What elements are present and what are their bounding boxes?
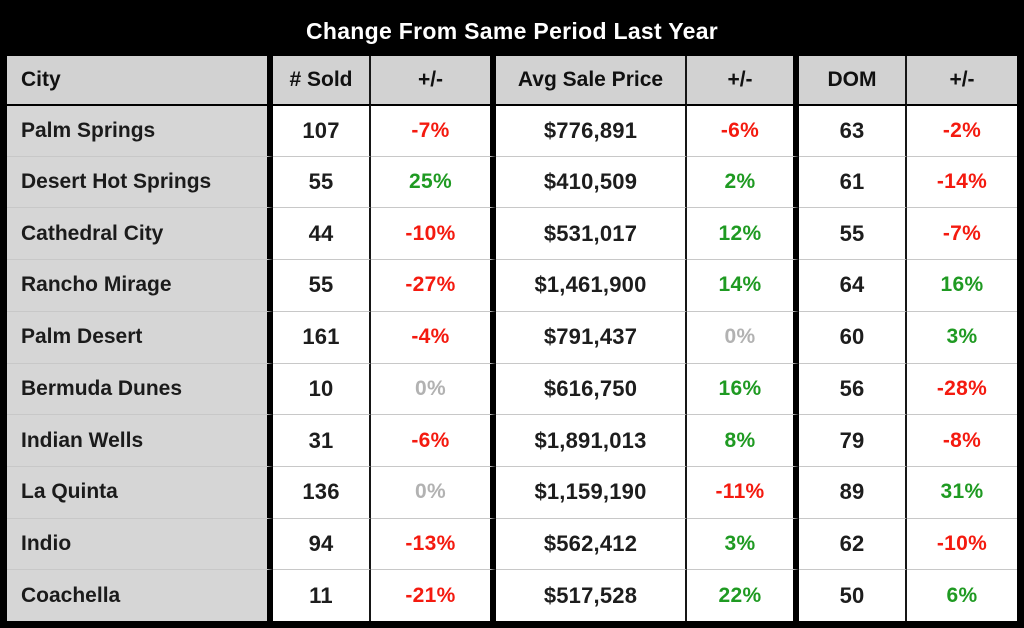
- header-dom-change: +/-: [907, 56, 1017, 104]
- sold-change-cell: 0%: [371, 465, 496, 518]
- price-cell: $1,461,900: [496, 259, 687, 311]
- dom-cell: 64: [799, 259, 907, 311]
- sold-change-cell: -4%: [371, 310, 496, 363]
- city-cell: Indian Wells: [7, 414, 273, 466]
- dom-cell: 63: [799, 104, 907, 156]
- dom-change-cell: 31%: [907, 465, 1017, 518]
- stats-table: City # Sold +/- Avg Sale Price +/- DOM +…: [7, 56, 1017, 622]
- city-cell: Bermuda Dunes: [7, 362, 273, 415]
- price-cell: $531,017: [496, 207, 687, 260]
- sold-cell: 94: [273, 517, 371, 570]
- dom-cell: 89: [799, 465, 907, 518]
- sold-change-cell: -13%: [371, 517, 496, 570]
- dom-cell: 61: [799, 155, 907, 208]
- sold-change-cell: 25%: [371, 155, 496, 208]
- table-row: Palm Springs 107 -7% $776,891 -6% 63 -2%: [7, 104, 1017, 156]
- city-cell: Indio: [7, 517, 273, 570]
- price-cell: $791,437: [496, 310, 687, 363]
- table-row: Bermuda Dunes 10 0% $616,750 16% 56 -28%: [7, 362, 1017, 415]
- sold-cell: 107: [273, 104, 371, 156]
- sold-cell: 55: [273, 259, 371, 311]
- price-change-cell: 16%: [687, 362, 799, 415]
- city-cell: Coachella: [7, 569, 273, 622]
- table-row: Desert Hot Springs 55 25% $410,509 2% 61…: [7, 155, 1017, 208]
- city-cell: La Quinta: [7, 465, 273, 518]
- price-cell: $562,412: [496, 517, 687, 570]
- sold-cell: 55: [273, 155, 371, 208]
- price-change-cell: 14%: [687, 259, 799, 311]
- sold-cell: 161: [273, 310, 371, 363]
- dom-change-cell: 16%: [907, 259, 1017, 311]
- price-cell: $1,159,190: [496, 465, 687, 518]
- city-cell: Rancho Mirage: [7, 259, 273, 311]
- price-change-cell: -11%: [687, 465, 799, 518]
- table-row: Indian Wells 31 -6% $1,891,013 8% 79 -8%: [7, 414, 1017, 466]
- table-row: Coachella 11 -21% $517,528 22% 50 6%: [7, 569, 1017, 622]
- price-change-cell: 0%: [687, 310, 799, 363]
- price-cell: $776,891: [496, 104, 687, 156]
- dom-cell: 55: [799, 207, 907, 260]
- dom-change-cell: -28%: [907, 362, 1017, 415]
- dom-change-cell: -7%: [907, 207, 1017, 260]
- price-cell: $616,750: [496, 362, 687, 415]
- sold-change-cell: -27%: [371, 259, 496, 311]
- sold-change-cell: 0%: [371, 362, 496, 415]
- city-cell: Palm Springs: [7, 104, 273, 156]
- sold-change-cell: -10%: [371, 207, 496, 260]
- table-row: Indio 94 -13% $562,412 3% 62 -10%: [7, 517, 1017, 570]
- price-change-cell: 8%: [687, 414, 799, 466]
- sold-cell: 44: [273, 207, 371, 260]
- table-row: Cathedral City 44 -10% $531,017 12% 55 -…: [7, 207, 1017, 260]
- city-cell: Cathedral City: [7, 207, 273, 260]
- header-sold-change: +/-: [371, 56, 496, 104]
- dom-cell: 56: [799, 362, 907, 415]
- header-price: Avg Sale Price: [496, 56, 687, 104]
- price-cell: $1,891,013: [496, 414, 687, 466]
- sold-change-cell: -6%: [371, 414, 496, 466]
- price-cell: $517,528: [496, 569, 687, 622]
- table-row: La Quinta 136 0% $1,159,190 -11% 89 31%: [7, 465, 1017, 518]
- sold-cell: 31: [273, 414, 371, 466]
- city-cell: Desert Hot Springs: [7, 155, 273, 208]
- price-change-cell: 3%: [687, 517, 799, 570]
- dom-change-cell: 6%: [907, 569, 1017, 622]
- dom-cell: 62: [799, 517, 907, 570]
- header-row: City # Sold +/- Avg Sale Price +/- DOM +…: [7, 56, 1017, 104]
- sold-change-cell: -21%: [371, 569, 496, 622]
- dom-change-cell: -10%: [907, 517, 1017, 570]
- header-city: City: [7, 56, 273, 104]
- city-cell: Palm Desert: [7, 310, 273, 363]
- dom-change-cell: -14%: [907, 155, 1017, 208]
- header-price-change: +/-: [687, 56, 799, 104]
- price-change-cell: 2%: [687, 155, 799, 208]
- header-dom: DOM: [799, 56, 907, 104]
- price-change-cell: 12%: [687, 207, 799, 260]
- sold-change-cell: -7%: [371, 104, 496, 156]
- table-row: Rancho Mirage 55 -27% $1,461,900 14% 64 …: [7, 259, 1017, 311]
- dom-cell: 60: [799, 310, 907, 363]
- price-change-cell: 22%: [687, 569, 799, 622]
- sold-cell: 10: [273, 362, 371, 415]
- table-row: Palm Desert 161 -4% $791,437 0% 60 3%: [7, 310, 1017, 363]
- dom-change-cell: 3%: [907, 310, 1017, 363]
- sold-cell: 11: [273, 569, 371, 622]
- sold-cell: 136: [273, 465, 371, 518]
- dom-cell: 50: [799, 569, 907, 622]
- dom-change-cell: -2%: [907, 104, 1017, 156]
- price-cell: $410,509: [496, 155, 687, 208]
- dom-cell: 79: [799, 414, 907, 466]
- table-title: Change From Same Period Last Year: [7, 7, 1017, 56]
- dom-change-cell: -8%: [907, 414, 1017, 466]
- price-change-cell: -6%: [687, 104, 799, 156]
- header-sold: # Sold: [273, 56, 371, 104]
